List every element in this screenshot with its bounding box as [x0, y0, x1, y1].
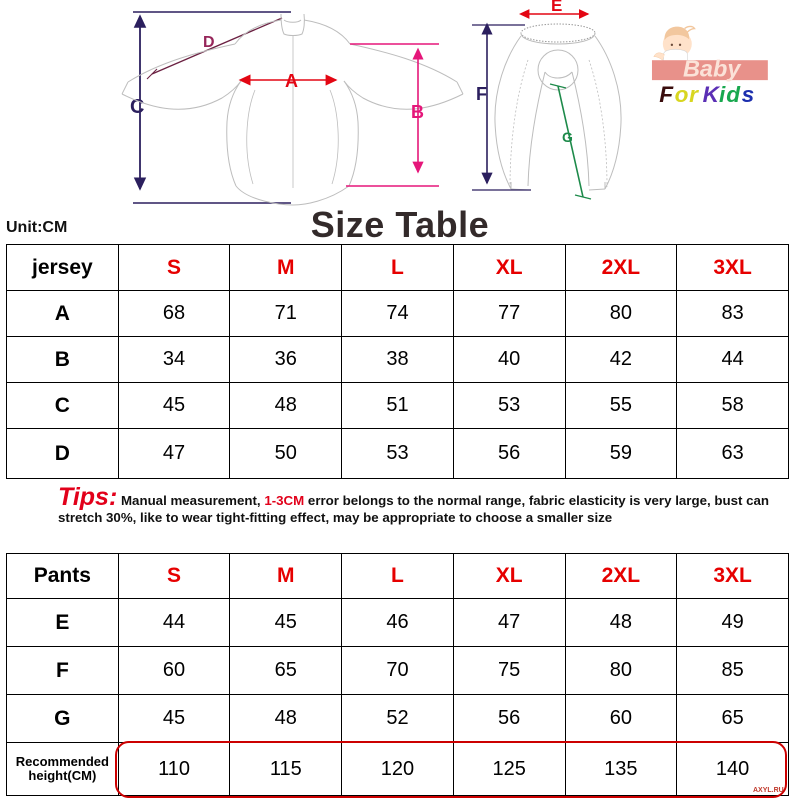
svg-text:Baby: Baby — [683, 56, 742, 82]
svg-text:D: D — [203, 34, 215, 51]
svg-text:o: o — [675, 82, 689, 107]
svg-text:r: r — [689, 82, 699, 107]
svg-text:i: i — [719, 82, 726, 107]
svg-text:K: K — [703, 82, 721, 107]
svg-text:C: C — [130, 96, 144, 118]
svg-text:E: E — [551, 0, 562, 15]
svg-text:s: s — [742, 82, 755, 107]
svg-text:A: A — [285, 71, 298, 91]
svg-text:F: F — [476, 84, 487, 104]
svg-text:d: d — [726, 82, 741, 107]
svg-text:B: B — [411, 102, 424, 122]
svg-text:G: G — [562, 129, 573, 145]
svg-text:F: F — [659, 82, 674, 107]
